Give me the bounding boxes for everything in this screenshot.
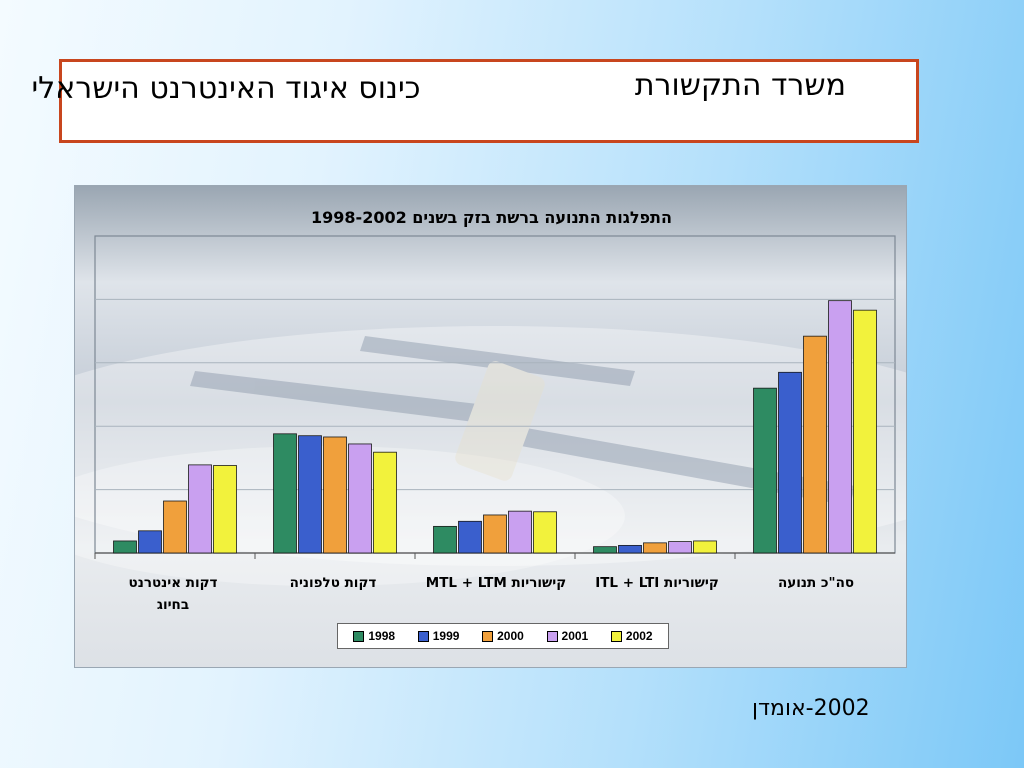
bar-1999	[618, 544, 642, 554]
bar-1999	[298, 435, 322, 554]
bar-1998	[593, 546, 617, 554]
bar-2002	[373, 451, 397, 554]
legend-swatch	[353, 630, 365, 642]
source-note: 2002-אומדן	[752, 696, 870, 721]
category-label-telephony: דקות טלפוניה	[289, 575, 377, 591]
bar-2000	[643, 542, 667, 554]
legend-label: 2001	[561, 629, 589, 643]
header-organization: משרד התקשורת	[634, 68, 846, 103]
bar-2000	[323, 436, 347, 554]
legend-swatch	[610, 630, 622, 642]
bar-1998	[113, 540, 137, 554]
bar-2002	[693, 540, 717, 554]
legend-label: 2002	[625, 629, 653, 643]
bar-1998	[273, 433, 297, 554]
bar-1998	[753, 387, 777, 554]
bar-chart	[94, 235, 896, 559]
bar-2001	[188, 464, 212, 554]
chart-panel: התפלגות התנועה ברשת בזק בשנים 1998-2002 …	[74, 185, 907, 668]
chart-title: התפלגות התנועה ברשת בזק בשנים 1998-2002	[311, 208, 672, 227]
legend-item: 2000	[482, 629, 524, 643]
bar-2000	[163, 500, 187, 554]
category-label-itl-lti: קישוריות ITL + LTI	[595, 575, 719, 591]
legend-label: 1999	[432, 629, 460, 643]
legend-item: 2002	[610, 629, 653, 643]
legend-item: 1999	[417, 629, 460, 643]
bar-1999	[138, 530, 162, 554]
bar-1999	[458, 520, 482, 554]
legend-swatch	[546, 630, 558, 642]
legend-label: 2000	[497, 629, 524, 643]
bar-2001	[828, 300, 852, 554]
bar-2001	[668, 541, 692, 554]
bar-2000	[803, 335, 827, 554]
slide-header: משרד התקשורת כינוס איגוד האינטרנט הישראל…	[31, 59, 919, 143]
legend-swatch	[417, 630, 429, 642]
header-event-title: כינוס איגוד האינטרנט הישראלי	[31, 71, 421, 106]
bar-2000	[483, 514, 507, 554]
legend-item: 2001	[546, 629, 589, 643]
bar-2001	[348, 443, 372, 554]
bar-2001	[508, 510, 532, 554]
chart-legend: 1998 1999 2000 2001 2002	[337, 623, 669, 649]
category-label-dialup: דקות אינטרנט בחיוג	[128, 575, 218, 613]
category-label-total: סה"כ תנועה	[777, 575, 855, 591]
bar-2002	[213, 465, 237, 554]
bar-2002	[853, 309, 877, 554]
bar-1999	[778, 371, 802, 554]
bar-1998	[433, 525, 457, 554]
legend-item: 1998	[353, 629, 395, 643]
legend-label: 1998	[368, 629, 396, 643]
category-label-mtl-ltm: קישוריות MTL + LTM	[425, 575, 567, 591]
bar-2002	[533, 511, 557, 554]
legend-swatch	[482, 630, 494, 642]
